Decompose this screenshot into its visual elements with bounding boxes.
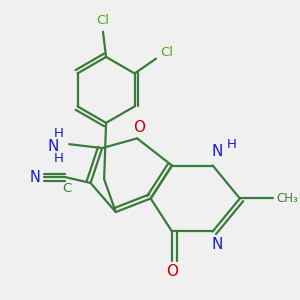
Text: N: N xyxy=(212,144,223,159)
Text: C: C xyxy=(63,182,72,195)
Text: Cl: Cl xyxy=(97,14,110,27)
Text: O: O xyxy=(166,264,178,279)
Text: Cl: Cl xyxy=(160,46,173,59)
Text: N: N xyxy=(212,238,223,253)
Text: H: H xyxy=(53,127,63,140)
Text: CH₃: CH₃ xyxy=(277,192,298,205)
Text: H: H xyxy=(53,152,63,165)
Text: N: N xyxy=(47,139,58,154)
Text: H: H xyxy=(227,138,237,151)
Text: O: O xyxy=(133,120,145,135)
Text: N: N xyxy=(30,169,41,184)
